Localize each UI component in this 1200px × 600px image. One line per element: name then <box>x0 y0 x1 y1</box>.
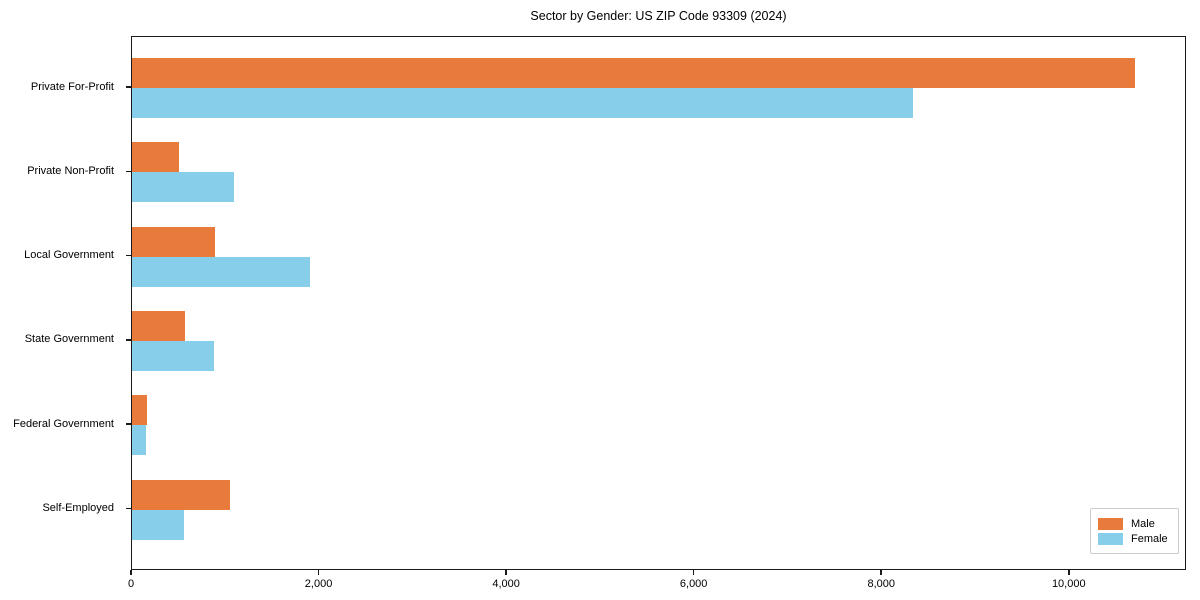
y-tick-mark <box>126 86 131 88</box>
bar-female-1 <box>132 172 234 203</box>
bar-male-5 <box>132 479 230 510</box>
bar-female-0 <box>132 88 913 118</box>
bar-male-3 <box>132 310 185 341</box>
bar-female-2 <box>132 256 310 287</box>
y-tick-label: Local Government <box>24 249 114 262</box>
x-tick-mark <box>1068 570 1070 575</box>
x-tick-label: 2,000 <box>304 578 333 590</box>
x-tick-mark <box>130 570 132 575</box>
x-tick-mark <box>692 570 695 575</box>
bar-male-2 <box>132 226 215 257</box>
legend-swatch-male <box>1098 517 1123 530</box>
x-tick-label: 6,000 <box>679 578 708 590</box>
bar-male-4 <box>132 395 147 426</box>
x-tick-label: 8,000 <box>867 578 895 590</box>
y-tick-mark <box>126 254 131 257</box>
bar-female-5 <box>132 509 184 540</box>
x-tick-label: 10,000 <box>1051 578 1086 590</box>
chart-title: Sector by Gender: US ZIP Code 93309 (202… <box>530 9 787 23</box>
bar-male-0 <box>132 58 1135 88</box>
bars-container <box>132 37 1185 569</box>
y-axis: Private For-Profit Private Non-Profit Loca… <box>0 36 122 570</box>
y-tick-mark <box>126 507 131 510</box>
y-tick-label: Private For-Profit <box>30 80 114 93</box>
legend-label: Female <box>1131 532 1168 545</box>
x-tick-mark <box>880 570 882 575</box>
y-tick-label: Self-Employed <box>42 502 114 514</box>
y-tick-mark <box>126 170 131 173</box>
y-tick-mark <box>126 423 131 425</box>
x-tick-mark <box>505 570 507 575</box>
y-tick-mark <box>126 339 131 341</box>
x-tick-label: 0 <box>127 578 135 590</box>
legend: Male Female <box>1090 508 1179 554</box>
bar-female-4 <box>132 425 146 456</box>
y-tick-label: Federal Government <box>13 417 114 430</box>
legend-item-female: Female <box>1098 532 1178 545</box>
y-tick-label: State Government <box>24 333 114 346</box>
y-tick-label: Private Non-Profit <box>27 164 114 177</box>
plot-area <box>131 36 1186 570</box>
bar-female-3 <box>132 340 214 371</box>
legend-label: Male <box>1131 517 1155 530</box>
x-tick-mark <box>317 570 320 575</box>
legend-item-male: Male <box>1098 517 1178 530</box>
bar-male-1 <box>132 142 179 173</box>
x-tick-label: 4,000 <box>492 578 520 590</box>
legend-swatch-female <box>1098 532 1123 545</box>
